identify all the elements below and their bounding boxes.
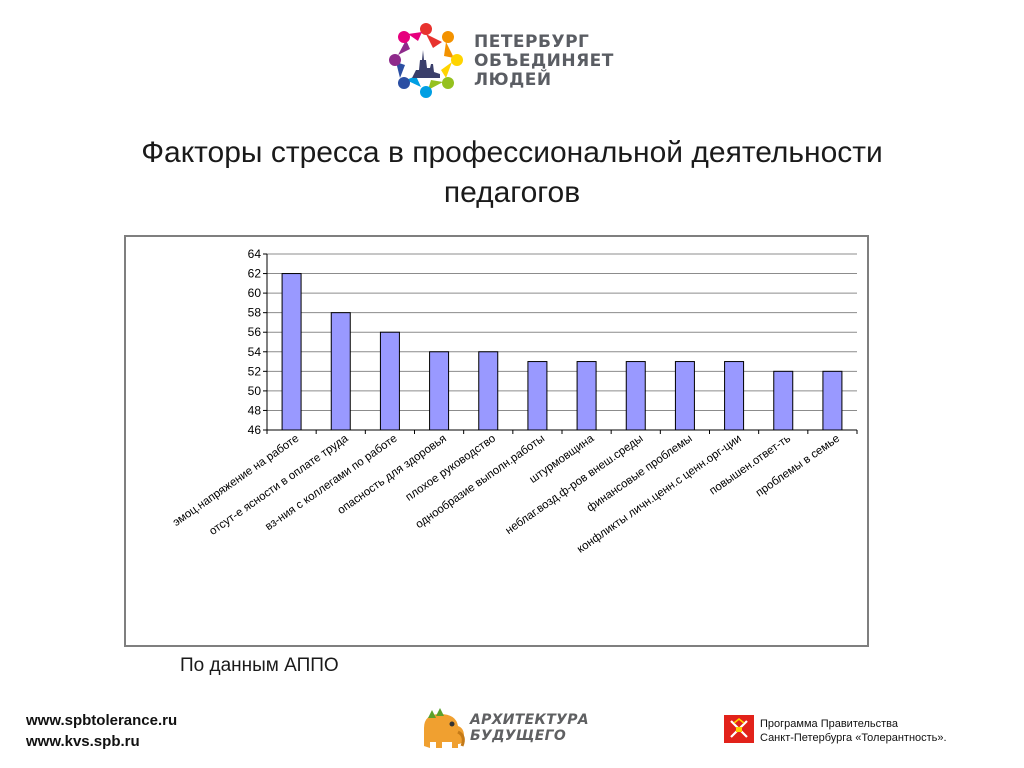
bar xyxy=(281,273,302,431)
tolerance-program-text: Программа Правительства Санкт-Петербурга… xyxy=(760,717,947,745)
tolerance-program-badge: Программа Правительства Санкт-Петербурга… xyxy=(724,715,994,745)
architecture-wordmark: АРХИТЕКТУРА БУДУЩЕГО xyxy=(470,712,589,744)
footer-link-kvs[interactable]: www.kvs.spb.ru xyxy=(26,733,140,750)
bar xyxy=(379,331,400,431)
bar-chart-svg: 46 48 50 52 54 56 58 60 62 64 эмоц.напряжение на … xyxy=(171,247,858,556)
bar xyxy=(625,361,646,431)
axes xyxy=(266,254,858,434)
y-tick-label: 62 xyxy=(248,267,262,281)
y-tick-labels: 46 48 50 52 54 56 58 60 62 64 xyxy=(248,247,267,437)
elephant-icon xyxy=(424,708,465,748)
people-ring-logo-icon xyxy=(389,23,463,98)
bar xyxy=(527,361,548,431)
x-category-label: плохое руководство xyxy=(404,433,498,504)
y-tick-label: 64 xyxy=(248,247,262,261)
logo-line-3: ЛЮДЕЙ xyxy=(474,70,552,90)
plot-area xyxy=(267,254,857,430)
bar xyxy=(773,370,794,431)
slide-title: Факторы стресса в профессиональной деяте… xyxy=(0,133,1024,213)
architecture-line-1: АРХИТЕКТУРА xyxy=(470,712,589,728)
y-tick-label: 60 xyxy=(248,286,262,300)
bar xyxy=(478,351,499,431)
y-tick-label: 54 xyxy=(248,345,262,359)
bar xyxy=(576,361,597,431)
footer-link-spbtolerance[interactable]: www.spbtolerance.ru xyxy=(26,712,178,729)
x-category-label: повышен.ответ-ть xyxy=(708,433,793,498)
y-tick-label: 48 xyxy=(248,403,262,417)
bar xyxy=(674,361,695,431)
logo-line-2: ОБЪЕДИНЯЕТ xyxy=(474,51,614,71)
bar xyxy=(330,312,351,431)
footer-links: www.spbtolerance.ru www.kvs.spb.ru xyxy=(26,710,177,752)
tolerance-line-1: Программа Правительства xyxy=(760,718,899,730)
logo-wordmark: ПЕТЕРБУРГ ОБЪЕДИНЯЕТ ЛЮДЕЙ xyxy=(474,33,614,90)
bar xyxy=(429,351,450,431)
y-tick-label: 58 xyxy=(248,306,262,320)
x-category-label: проблемы в семье xyxy=(754,433,842,500)
architecture-of-future-logo: АРХИТЕКТУРА БУДУЩЕГО xyxy=(418,706,589,752)
logo-line-1: ПЕТЕРБУРГ xyxy=(474,32,590,52)
stress-factors-chart: 46 48 50 52 54 56 58 60 62 64 эмоц.напряжение на … xyxy=(124,235,869,647)
slide-title-line-2: педагогов xyxy=(443,176,581,209)
y-tick-label: 46 xyxy=(248,423,262,437)
bars xyxy=(281,273,843,431)
spb-flag-icon xyxy=(724,715,754,743)
y-tick-label: 50 xyxy=(248,384,262,398)
source-note: По данным АППО xyxy=(180,655,339,676)
tolerance-line-2: Санкт-Петербурга «Толерантность». xyxy=(760,732,947,744)
slide-title-line-1: Факторы стресса в профессиональной деяте… xyxy=(141,136,883,169)
petersburg-unites-people-logo: ПЕТЕРБУРГ ОБЪЕДИНЯЕТ ЛЮДЕЙ xyxy=(386,20,626,102)
y-tick-label: 56 xyxy=(248,325,262,339)
bar xyxy=(822,370,843,431)
architecture-line-2: БУДУЩЕГО xyxy=(470,728,567,744)
bar xyxy=(724,361,745,431)
y-tick-label: 52 xyxy=(248,364,262,378)
